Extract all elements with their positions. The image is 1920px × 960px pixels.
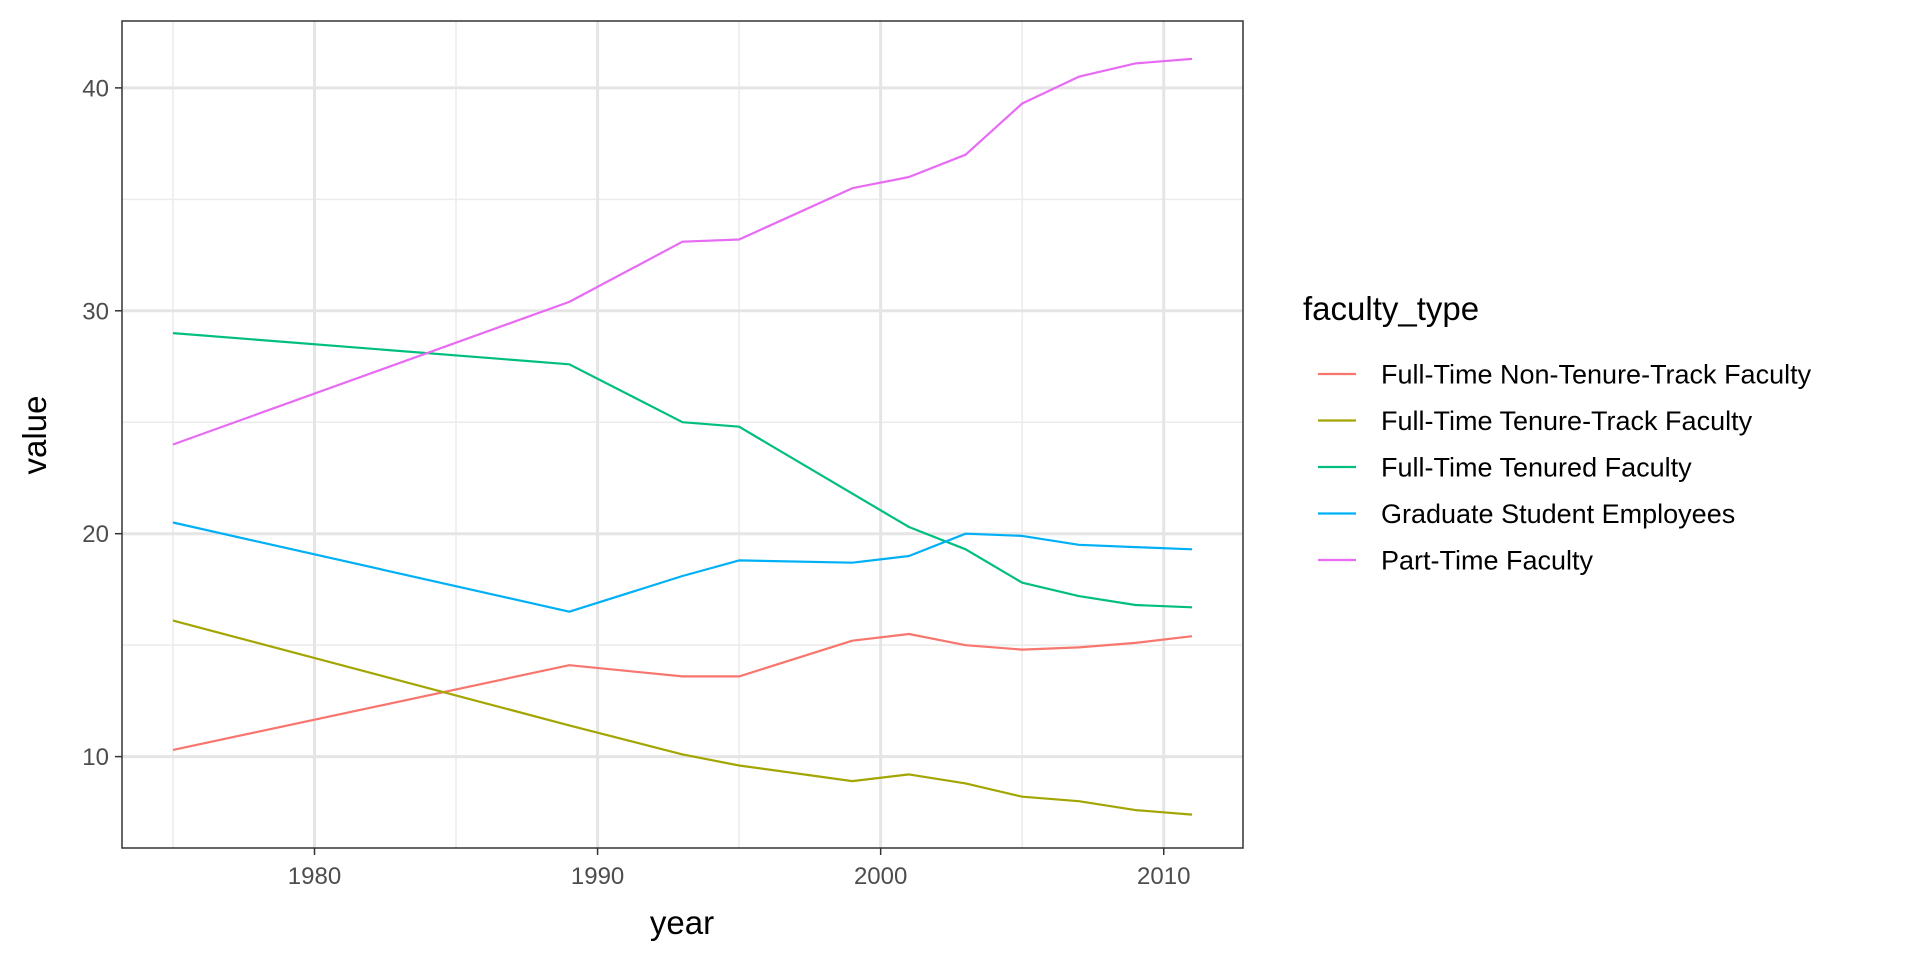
y-axis-ticks: 10 20 30 40 bbox=[82, 75, 122, 771]
x-axis-title: year bbox=[650, 904, 714, 941]
legend-label: Full-Time Non-Tenure-Track Faculty bbox=[1381, 360, 1812, 390]
legend-item: Full-Time Tenured Faculty bbox=[1318, 453, 1692, 483]
y-axis-title: value bbox=[16, 396, 53, 475]
y-tick-label: 30 bbox=[82, 298, 109, 325]
y-tick-label: 40 bbox=[82, 75, 109, 102]
plot-panel-border bbox=[121, 20, 1244, 849]
legend-item: Full-Time Tenure-Track Faculty bbox=[1318, 406, 1753, 436]
x-tick-label: 2000 bbox=[854, 863, 907, 890]
series-lines bbox=[172, 57, 1193, 816]
series-line-4 bbox=[172, 57, 1193, 446]
y-tick-label: 10 bbox=[82, 744, 109, 771]
x-tick-label: 2010 bbox=[1137, 863, 1190, 890]
legend: Full-Time Non-Tenure-Track Faculty Full-T… bbox=[1318, 360, 1812, 576]
series-line-0 bbox=[172, 632, 1193, 751]
y-tick-label: 20 bbox=[82, 521, 109, 548]
legend-item: Full-Time Non-Tenure-Track Faculty bbox=[1318, 360, 1812, 390]
legend-item: Graduate Student Employees bbox=[1318, 499, 1735, 529]
series-line-1 bbox=[172, 619, 1193, 816]
legend-label: Graduate Student Employees bbox=[1381, 499, 1735, 529]
x-tick-label: 1990 bbox=[571, 863, 624, 890]
series-line-2 bbox=[172, 332, 1193, 609]
legend-label: Part-Time Faculty bbox=[1381, 546, 1594, 576]
legend-label: Full-Time Tenured Faculty bbox=[1381, 453, 1692, 483]
x-tick-label: 1980 bbox=[288, 863, 341, 890]
x-axis-ticks: 1980 1990 2000 2010 bbox=[288, 848, 1190, 890]
legend-item: Part-Time Faculty bbox=[1318, 546, 1594, 576]
legend-label: Full-Time Tenure-Track Faculty bbox=[1381, 406, 1753, 436]
legend-title: faculty_type bbox=[1303, 290, 1479, 327]
series-line-3 bbox=[172, 521, 1193, 613]
